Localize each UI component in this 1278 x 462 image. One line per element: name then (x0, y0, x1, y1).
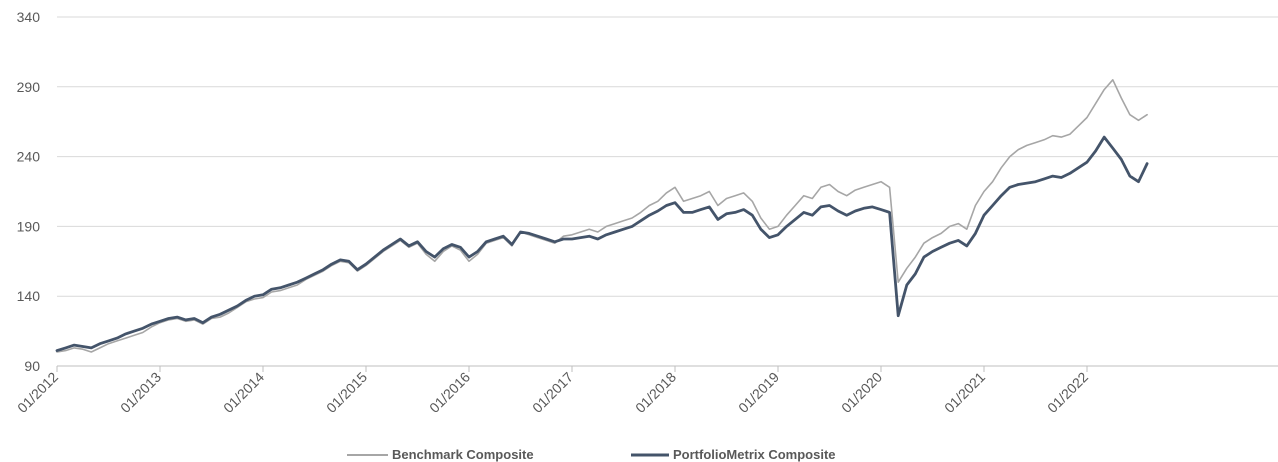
y-tick-label: 90 (24, 358, 40, 374)
x-tick-label: 01/2018 (632, 369, 679, 416)
series-line-portfoliometrix (55, 135, 1149, 353)
legend-label-benchmark: Benchmark Composite (392, 447, 534, 462)
x-tick-label: 01/2017 (529, 369, 576, 416)
x-tick-label: 01/2015 (323, 369, 370, 416)
x-tick-label: 01/2021 (941, 369, 988, 416)
y-axis: 90 140 190 240 290 340 (17, 9, 41, 374)
x-tick-label: 01/2013 (117, 369, 164, 416)
x-axis: 01/2012 01/2013 01/2014 01/2015 01/2016 01/20… (14, 365, 1278, 416)
x-tick-label: 01/2022 (1044, 369, 1091, 416)
y-tick-label: 290 (17, 79, 41, 95)
y-tick-label: 340 (17, 9, 41, 25)
series-layer (55, 79, 1149, 353)
x-tick-label: 01/2016 (426, 369, 473, 416)
gridlines (57, 16, 1278, 297)
y-tick-label: 140 (17, 288, 41, 304)
x-tick-label: 01/2012 (14, 369, 61, 416)
legend: Benchmark Composite PortfolioMetrix Comp… (347, 447, 836, 462)
x-tick-label: 01/2014 (220, 369, 267, 416)
x-tick-label: 01/2019 (735, 369, 782, 416)
y-tick-label: 240 (17, 149, 41, 165)
x-tick-label: 01/2020 (838, 369, 885, 416)
legend-label-portfoliometrix: PortfolioMetrix Composite (673, 447, 836, 462)
y-tick-label: 190 (17, 218, 41, 234)
